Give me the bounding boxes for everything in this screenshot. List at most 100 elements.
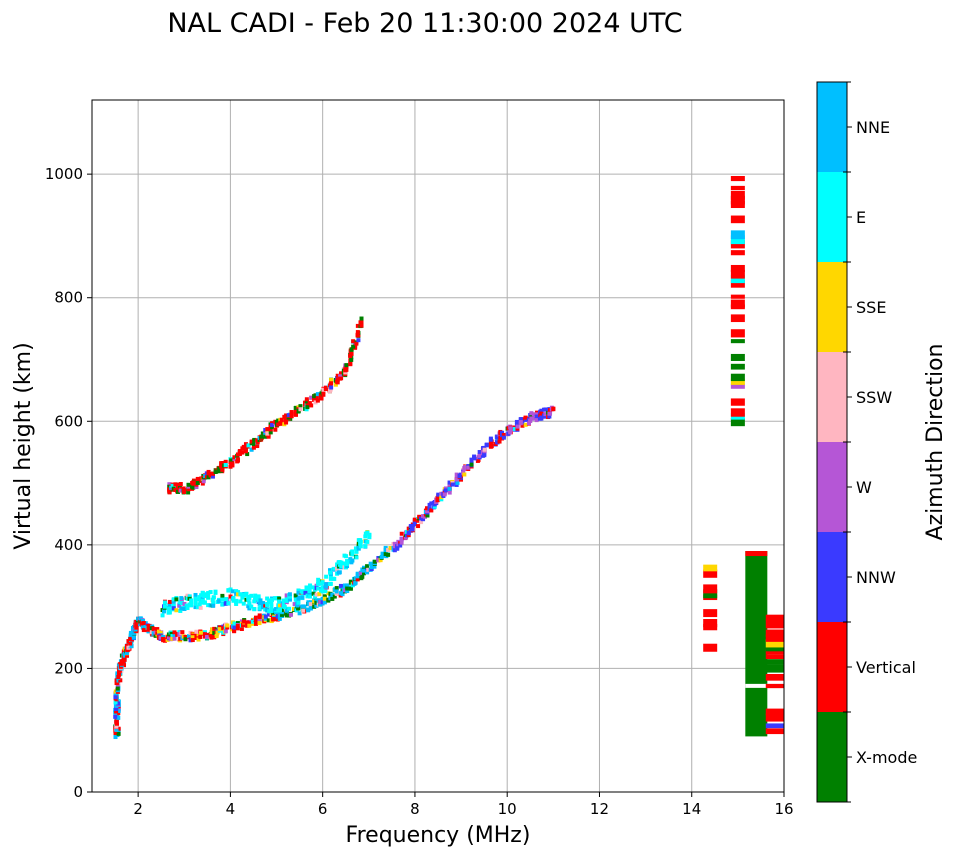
echo-point [300, 590, 305, 595]
echo-point [358, 539, 363, 544]
echo-point [439, 497, 444, 502]
echo-point [412, 517, 417, 522]
echo-point [252, 437, 257, 442]
echo-point [703, 584, 718, 594]
echo-point [288, 612, 293, 617]
colorbar-segment-ssw [817, 352, 847, 442]
echo-point [730, 230, 745, 240]
echo-point [167, 610, 172, 615]
echo-point [295, 603, 300, 608]
echo-point [330, 596, 335, 601]
echo-point [439, 495, 444, 500]
echo-point [193, 592, 198, 597]
echo-point [363, 534, 368, 539]
echo-point [380, 551, 385, 556]
echo-point [257, 601, 262, 606]
echo-point [765, 659, 784, 665]
echo-point [515, 426, 520, 431]
echo-point [317, 592, 322, 597]
echo-point [350, 558, 355, 563]
colorbar-label: E [856, 208, 866, 227]
echo-point [189, 601, 194, 606]
echo-point [162, 638, 167, 643]
echo-point [730, 215, 745, 224]
echo-point [335, 377, 340, 382]
echo-point [119, 661, 124, 666]
echo-point [247, 621, 252, 626]
echo-point [206, 603, 211, 608]
echo-point [348, 353, 353, 358]
echo-point [244, 591, 249, 596]
echo-point [266, 618, 271, 623]
chart-title: NAL CADI - Feb 20 11:30:00 2024 UTC [167, 8, 682, 39]
echo-point [335, 380, 340, 385]
echo-point [129, 644, 134, 649]
echo-point [378, 558, 383, 563]
echo-point [118, 664, 123, 669]
echo-point [258, 598, 263, 603]
echo-point [161, 609, 166, 614]
echo-point [488, 444, 493, 449]
echo-point [355, 323, 360, 328]
echo-point [361, 571, 366, 576]
echo-point [226, 588, 231, 593]
echo-point [342, 585, 347, 590]
echo-point [240, 450, 245, 455]
echo-point [412, 522, 417, 527]
echo-point [523, 415, 528, 420]
echo-point [501, 432, 506, 437]
echo-point [212, 635, 217, 640]
echo-point [541, 414, 546, 419]
echo-point [358, 541, 363, 546]
echo-point [113, 732, 118, 737]
y-axis-label: Virtual height (km) [11, 342, 36, 549]
echo-point [220, 597, 225, 602]
echo-point [469, 462, 474, 467]
echo-point [132, 631, 137, 636]
echo-point [730, 383, 745, 389]
echo-point [211, 595, 216, 600]
echo-point [297, 611, 302, 616]
echo-point [730, 235, 745, 245]
echo-point [272, 617, 277, 622]
echo-point [160, 613, 165, 618]
echo-point [260, 431, 265, 436]
echo-point [329, 381, 334, 386]
echo-point [246, 604, 251, 609]
echo-point [424, 509, 429, 514]
echo-point [183, 637, 188, 642]
echo-point [287, 597, 292, 602]
echo-point [305, 405, 310, 410]
echo-point [269, 597, 274, 602]
echo-point [360, 574, 365, 579]
echo-point [765, 723, 784, 729]
echo-point [180, 630, 185, 635]
echo-point [320, 596, 325, 601]
echo-point [399, 531, 404, 536]
echo-point [429, 501, 434, 506]
echo-point [229, 458, 234, 463]
echo-point [174, 597, 179, 602]
echo-point [263, 434, 268, 439]
echo-point [224, 597, 229, 602]
echo-point [170, 483, 175, 488]
echo-point [211, 603, 216, 608]
echo-point [173, 482, 178, 487]
colorbar-segment-e [817, 172, 847, 262]
echo-point [208, 472, 213, 477]
colorbar-segment-nne [817, 82, 847, 172]
echo-point [193, 605, 198, 610]
echo-point [114, 719, 119, 724]
echo-point [208, 590, 213, 595]
echo-point [518, 420, 523, 425]
echo-point [195, 476, 200, 481]
echo-point [301, 604, 306, 609]
echo-point [365, 564, 370, 569]
echo-point [289, 410, 294, 415]
echo-point [312, 599, 317, 604]
echo-point [266, 612, 271, 617]
echo-point [249, 604, 254, 609]
echo-point [161, 634, 166, 639]
echo-point [188, 630, 193, 635]
echo-point [287, 606, 292, 611]
